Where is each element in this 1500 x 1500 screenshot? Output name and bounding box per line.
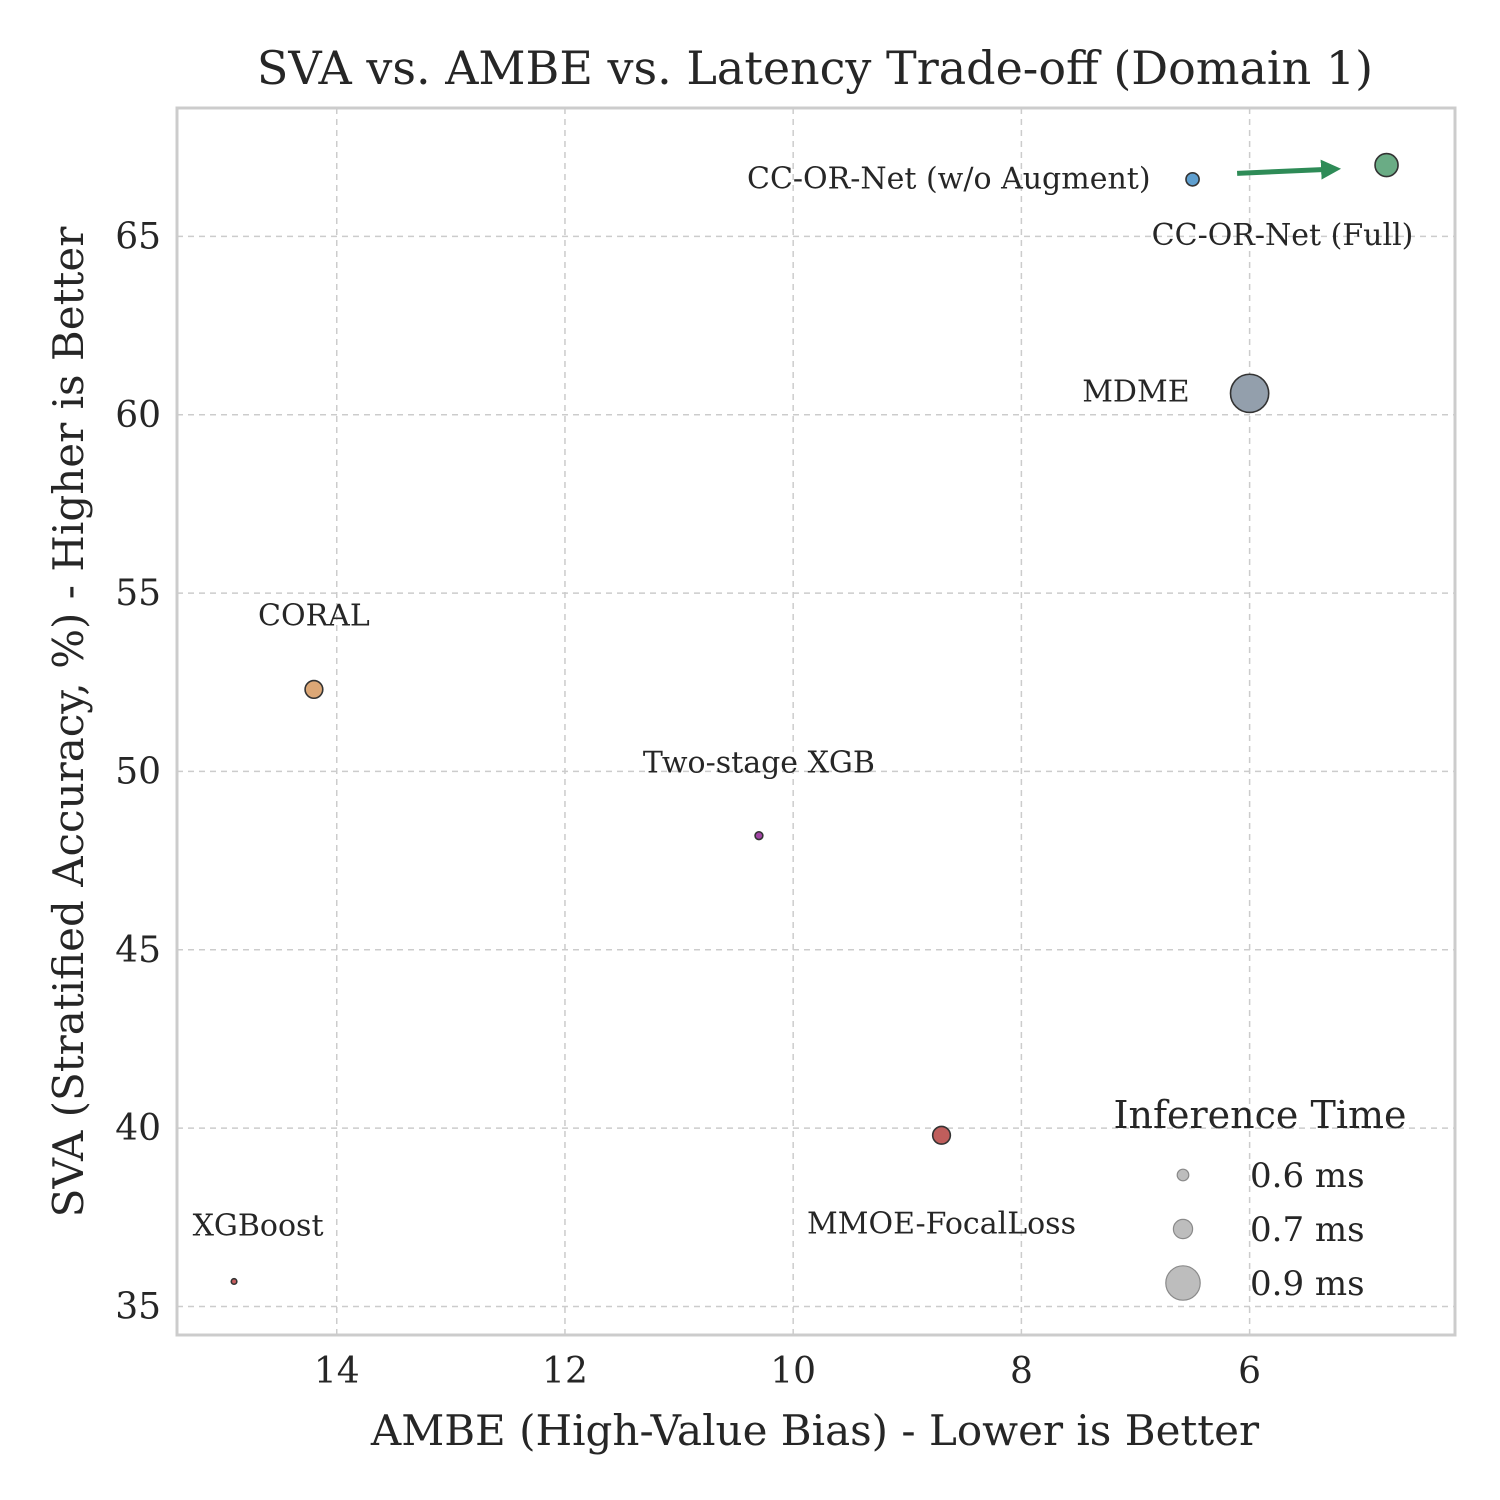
point-two-stage-xgb: [754, 830, 764, 841]
y-tick-label: 40: [115, 1108, 161, 1149]
x-tick-label: 6: [1238, 1351, 1261, 1392]
legend-size-marker: [1172, 1218, 1194, 1240]
legend: Inference Time 0.6 ms 0.7 ms 0.9 ms: [1113, 1093, 1406, 1304]
y-tick-label: 55: [115, 573, 161, 614]
y-tick-label: 35: [115, 1286, 161, 1327]
legend-size-label: 0.9 ms: [1250, 1264, 1365, 1304]
point-label-two-stage-xgb: Two-stage XGB: [643, 746, 875, 781]
grid: [177, 108, 1455, 1335]
y-tick-label: 45: [115, 930, 161, 971]
y-axis-label: SVA (Stratified Accuracy, %) - Higher is…: [44, 226, 93, 1218]
tick-labels: 14 12 10 8 6 35 40 45 50 55 60 65: [115, 216, 1261, 1392]
point-label-xgboost: XGBoost: [193, 1208, 324, 1243]
point-cc-or-net-full: [1374, 152, 1399, 178]
y-tick-label: 60: [115, 395, 161, 436]
x-tick-label: 10: [770, 1351, 816, 1392]
point-label-cc-or-net-w-o-augment: CC-OR-Net (w/o Augment): [747, 161, 1151, 196]
legend-size-marker: [1165, 1265, 1201, 1301]
chart-title: SVA vs. AMBE vs. Latency Trade-off (Doma…: [257, 41, 1373, 95]
point-cc-or-net-w-o-augment: [1185, 171, 1200, 187]
y-tick-label: 65: [115, 216, 161, 257]
point-mdme: [1229, 373, 1270, 414]
plot-frame: [175, 106, 1457, 1337]
point-xgboost: [230, 1277, 238, 1286]
legend-size-marker: [1176, 1168, 1190, 1182]
x-tick-label: 8: [1010, 1351, 1033, 1392]
data-points: CC-OR-Net (Full)CC-OR-Net (w/o Augment) M…: [193, 152, 1414, 1286]
x-axis-label: AMBE (High-Value Bias) - Lower is Better: [370, 1406, 1260, 1455]
x-tick-label: 12: [542, 1351, 588, 1392]
point-mmoe-focalloss: [931, 1125, 952, 1145]
point-label-coral: CORAL: [258, 598, 370, 633]
x-tick-label: 14: [314, 1351, 360, 1392]
point-coral: [304, 679, 324, 700]
point-label-mmoe-focalloss: MMOE-FocalLoss: [807, 1206, 1076, 1241]
point-label-cc-or-net-full: CC-OR-Net (Full): [1152, 218, 1414, 253]
y-tick-label: 50: [115, 751, 161, 792]
legend-title: Inference Time: [1113, 1093, 1406, 1137]
improvement-arrow: [1237, 159, 1342, 180]
legend-size-label: 0.6 ms: [1250, 1156, 1365, 1196]
point-label-mdme: MDME: [1082, 374, 1189, 409]
legend-size-label: 0.7 ms: [1250, 1210, 1365, 1250]
